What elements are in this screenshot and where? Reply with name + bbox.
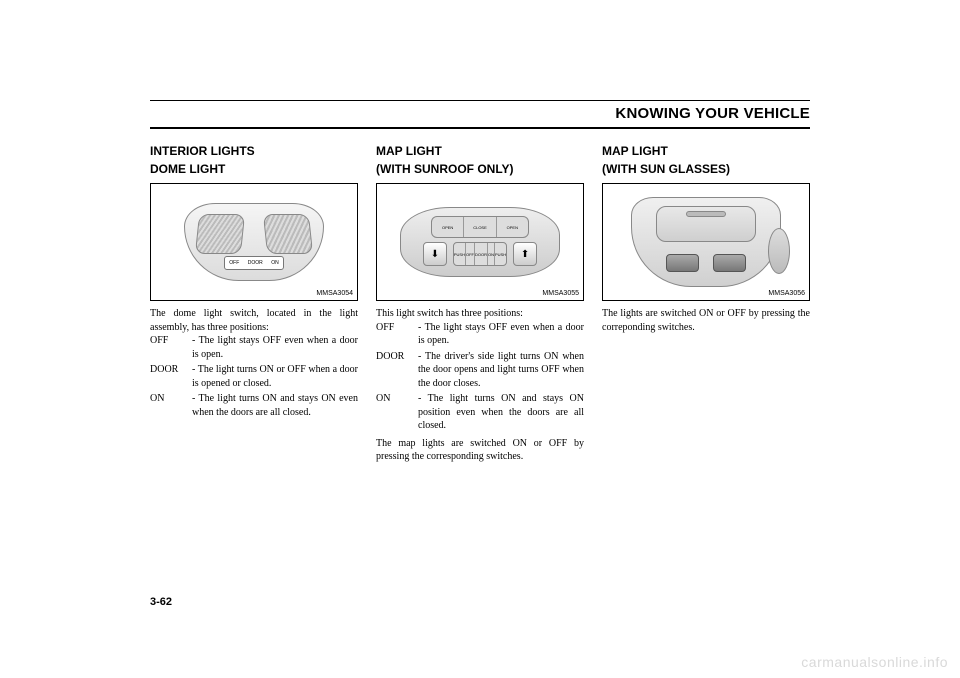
figure-map-sunroof: OPEN CLOSE OPEN ⬇ PUSH OFF DOOR ON PUSH — [376, 183, 584, 301]
fig3-label: MMSA3056 — [768, 289, 805, 298]
dome-sw-on: ON — [271, 260, 279, 267]
dome-switch: OFF DOOR ON — [224, 256, 284, 270]
sg-button-left-icon — [666, 254, 699, 272]
sr-mid-b: OFF — [466, 243, 475, 265]
col1-term-0: OFF — [150, 334, 188, 361]
sg-button-right-icon — [713, 254, 746, 272]
column-2: MAP LIGHT (WITH SUNROOF ONLY) OPEN CLOSE… — [376, 143, 584, 464]
column-1: INTERIOR LIGHTS DOME LIGHT OFF DOOR ON M… — [150, 143, 358, 464]
col1-term-2: ON — [150, 392, 188, 419]
dome-shell-icon: OFF DOOR ON — [184, 203, 324, 281]
col2-term-2: ON — [376, 392, 414, 433]
sr-mid-e: PUSH — [495, 243, 506, 265]
col2-tail: The map lights are switched ON or OFF by… — [376, 437, 584, 464]
page-number: 3-62 — [150, 596, 172, 608]
sunroof-top-panel: OPEN CLOSE OPEN — [431, 216, 529, 238]
sunroof-shell-icon: OPEN CLOSE OPEN ⬇ PUSH OFF DOOR ON PUSH — [400, 207, 560, 277]
figure-dome-light: OFF DOOR ON MMSA3054 — [150, 183, 358, 301]
columns: INTERIOR LIGHTS DOME LIGHT OFF DOOR ON M… — [150, 143, 810, 464]
sunglasses-door-icon — [656, 206, 756, 242]
section-header: KNOWING YOUR VEHICLE — [150, 100, 810, 129]
sunroof-mid-panel: PUSH OFF DOOR ON PUSH — [453, 242, 507, 266]
col2-intro: This light switch has three positions: — [376, 307, 584, 321]
sr-panel-a: OPEN — [432, 217, 464, 237]
col1-term-1: DOOR — [150, 363, 188, 390]
dome-sw-off: OFF — [229, 260, 239, 267]
header-title: KNOWING YOUR VEHICLE — [615, 105, 810, 122]
watermark: carmanualsonline.info — [801, 654, 948, 670]
col1-subtitle: DOME LIGHT — [150, 161, 358, 177]
dome-lens-right-icon — [263, 214, 313, 254]
sunglasses-buttons — [666, 254, 746, 272]
col2-term-0: OFF — [376, 321, 414, 348]
dome-lens-left-icon — [195, 214, 245, 254]
sunglasses-grip-icon — [686, 211, 726, 217]
fig1-label: MMSA3054 — [316, 289, 353, 298]
col2-term-1: DOOR — [376, 350, 414, 391]
fig2-label: MMSA3055 — [542, 289, 579, 298]
arrow-up-icon: ⬆ — [513, 242, 537, 266]
col1-list: OFF - The light stays OFF even when a do… — [150, 334, 358, 419]
col2-title: MAP LIGHT — [376, 143, 584, 159]
col2-list: OFF - The light stays OFF even when a do… — [376, 321, 584, 433]
arrow-down-icon: ⬇ — [423, 242, 447, 266]
col1-def-2: - The light turns ON and stays ON even w… — [192, 392, 358, 419]
visor-icon — [768, 228, 790, 274]
sr-panel-c: OPEN — [497, 217, 528, 237]
col2-def-1: - The driver's side light turns ON when … — [418, 350, 584, 391]
col1-def-0: - The light stays OFF even when a door i… — [192, 334, 358, 361]
col3-subtitle: (WITH SUN GLASSES) — [602, 161, 810, 177]
figure-map-sunglasses: MMSA3056 — [602, 183, 810, 301]
sr-mid-c: DOOR — [475, 243, 488, 265]
col3-body: The lights are switched ON or OFF by pre… — [602, 307, 810, 334]
col2-def-2: - The light turns ON and stays ON positi… — [418, 392, 584, 433]
column-3: MAP LIGHT (WITH SUN GLASSES) MMSA3056 Th… — [602, 143, 810, 464]
sr-panel-b: CLOSE — [464, 217, 496, 237]
sunglasses-shell-icon — [631, 197, 781, 287]
col1-intro: The dome light switch, located in the li… — [150, 307, 358, 334]
col3-title: MAP LIGHT — [602, 143, 810, 159]
col2-def-0: - The light stays OFF even when a door i… — [418, 321, 584, 348]
col1-title: INTERIOR LIGHTS — [150, 143, 358, 159]
page: KNOWING YOUR VEHICLE INTERIOR LIGHTS DOM… — [150, 100, 810, 464]
sr-mid-d: ON — [488, 243, 495, 265]
sunroof-bottom-row: ⬇ PUSH OFF DOOR ON PUSH ⬆ — [423, 242, 537, 266]
sr-mid-a: PUSH — [454, 243, 466, 265]
col1-def-1: - The light turns ON or OFF when a door … — [192, 363, 358, 390]
col2-subtitle: (WITH SUNROOF ONLY) — [376, 161, 584, 177]
dome-sw-door: DOOR — [248, 260, 263, 267]
